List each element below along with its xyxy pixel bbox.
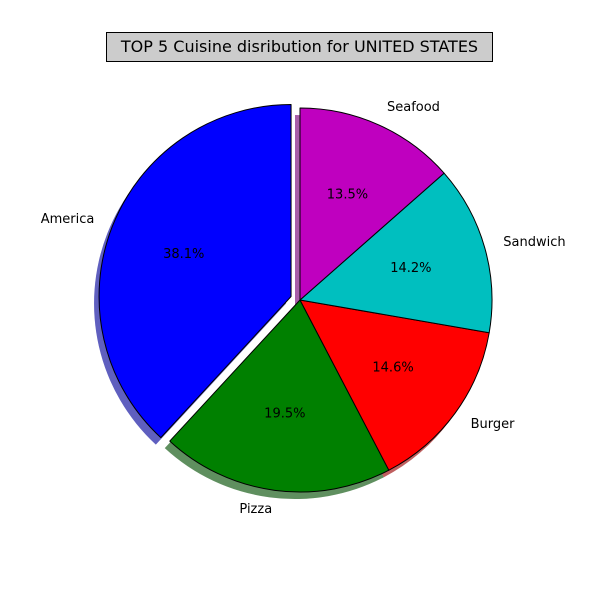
slice-percent-america: 38.1% bbox=[163, 247, 204, 262]
slice-percent-pizza: 19.5% bbox=[264, 407, 305, 422]
pie-slice-burger bbox=[299, 299, 490, 471]
slice-percent-seafood: 13.5% bbox=[327, 188, 368, 203]
pie-slice-america bbox=[98, 104, 292, 439]
pie-slice-seafood bbox=[299, 107, 445, 301]
slice-label-pizza: Pizza bbox=[239, 502, 272, 517]
pie-slice-sandwich bbox=[299, 172, 493, 334]
slice-label-seafood: Seafood bbox=[387, 100, 440, 115]
label-layer: America 38.1% Pizza 19.5% Burger 14.6% Sandwic… bbox=[41, 100, 566, 517]
slice-label-burger: Burger bbox=[471, 417, 516, 432]
pie-slice-pizza bbox=[169, 299, 390, 493]
slice-label-america: America bbox=[41, 212, 95, 227]
slice-percent-burger: 14.6% bbox=[372, 360, 413, 375]
slice-percent-sandwich: 14.2% bbox=[390, 261, 431, 276]
chart-title: TOP 5 Cuisine disribution for UNITED STA… bbox=[106, 32, 493, 62]
slice-label-sandwich: Sandwich bbox=[503, 235, 565, 250]
slice-layer bbox=[98, 104, 493, 493]
